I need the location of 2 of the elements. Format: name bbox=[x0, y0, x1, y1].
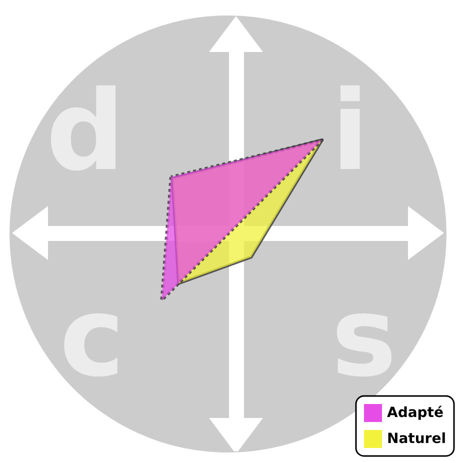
legend-label: Adapté bbox=[386, 405, 444, 421]
legend-label: Naturel bbox=[386, 431, 446, 447]
